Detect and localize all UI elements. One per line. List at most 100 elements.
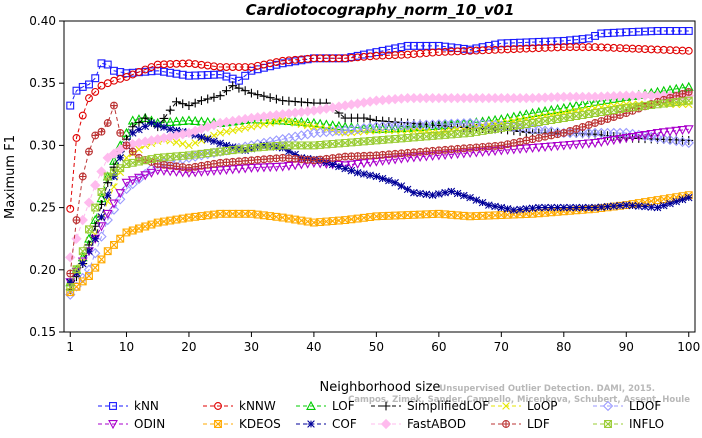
data-point [534, 37, 543, 46]
data-point [97, 59, 106, 68]
data-point [78, 277, 87, 286]
data-point [441, 188, 449, 197]
data-point [141, 222, 150, 231]
data-point [447, 145, 455, 153]
data-point [234, 63, 243, 71]
data-point [522, 137, 530, 144]
data-point [478, 198, 487, 207]
data-point [684, 193, 693, 202]
data-point [90, 248, 101, 259]
data-point [85, 148, 93, 156]
data-point [327, 120, 338, 130]
data-point [285, 117, 293, 126]
data-point [304, 156, 312, 164]
data-point [83, 197, 95, 208]
data-point [110, 101, 118, 110]
data-point [209, 148, 218, 157]
legend-label: LDF [527, 417, 550, 431]
data-point [227, 165, 238, 175]
x-axis-label: Neighborhood size [320, 380, 441, 395]
data-point [353, 168, 362, 177]
data-point [179, 163, 187, 171]
data-point [397, 149, 405, 157]
data-point [310, 156, 318, 164]
data-point [335, 162, 343, 171]
data-point [96, 166, 107, 177]
data-point [510, 139, 518, 147]
data-point [472, 128, 481, 136]
data-point [653, 203, 662, 212]
data-point [602, 400, 614, 412]
data-point [516, 121, 525, 129]
data-point [578, 203, 587, 212]
data-point [409, 41, 418, 50]
data-point [591, 109, 599, 118]
data-point [103, 60, 112, 69]
data-point [66, 270, 74, 277]
data-point [585, 121, 593, 129]
data-point [571, 100, 582, 110]
x-tick-label: 1 [66, 340, 74, 354]
series-line [69, 122, 689, 283]
legend-label: SimplifiedLOF [407, 399, 489, 413]
data-point [71, 233, 82, 244]
data-point [178, 140, 187, 148]
data-point [66, 278, 75, 287]
data-point [634, 102, 643, 111]
data-point [272, 117, 281, 126]
data-point [552, 141, 563, 152]
data-point [609, 28, 618, 37]
data-point [590, 96, 600, 106]
data-point [397, 182, 406, 190]
data-point [521, 109, 532, 119]
data-point [128, 147, 137, 156]
data-point [160, 161, 168, 169]
data-point [679, 90, 686, 98]
data-point [572, 35, 581, 44]
data-point [372, 172, 381, 181]
data-point [591, 31, 599, 40]
data-point [241, 63, 250, 71]
data-point [103, 191, 112, 199]
data-point [410, 148, 418, 156]
data-point [558, 102, 569, 113]
data-point [252, 163, 263, 173]
data-point [322, 54, 331, 63]
data-point [352, 159, 363, 169]
plot-frame [63, 20, 696, 333]
data-point [547, 116, 556, 124]
data-point [72, 282, 81, 291]
data-point [147, 220, 156, 229]
data-point [214, 420, 222, 428]
x-tick-label: 60 [431, 340, 446, 354]
data-point [247, 144, 256, 153]
legend-label: LoOP [527, 399, 558, 413]
data-point [128, 158, 137, 167]
data-point [222, 86, 231, 96]
data-point [610, 113, 618, 121]
data-point [666, 98, 674, 107]
data-point [653, 100, 662, 109]
data-point [103, 247, 112, 256]
data-point [616, 105, 624, 114]
data-point [641, 27, 649, 36]
data-point [634, 202, 643, 210]
data-point [615, 134, 625, 145]
data-point [197, 96, 206, 106]
series-kNNW [66, 43, 693, 213]
data-point [391, 150, 399, 158]
data-point [109, 199, 119, 209]
data-point [491, 202, 499, 211]
data-point [622, 109, 630, 117]
data-point [678, 97, 687, 106]
data-point [191, 212, 200, 221]
data-point [272, 143, 281, 151]
data-point [85, 225, 93, 234]
x-tick-label: 50 [369, 340, 384, 354]
data-point [277, 162, 288, 172]
data-point [503, 123, 512, 131]
data-point [253, 90, 263, 100]
credit-line-1: Unsupervised Outlier Detection. DAMI, 20… [439, 384, 655, 394]
data-point [91, 74, 100, 83]
data-point [165, 105, 175, 115]
